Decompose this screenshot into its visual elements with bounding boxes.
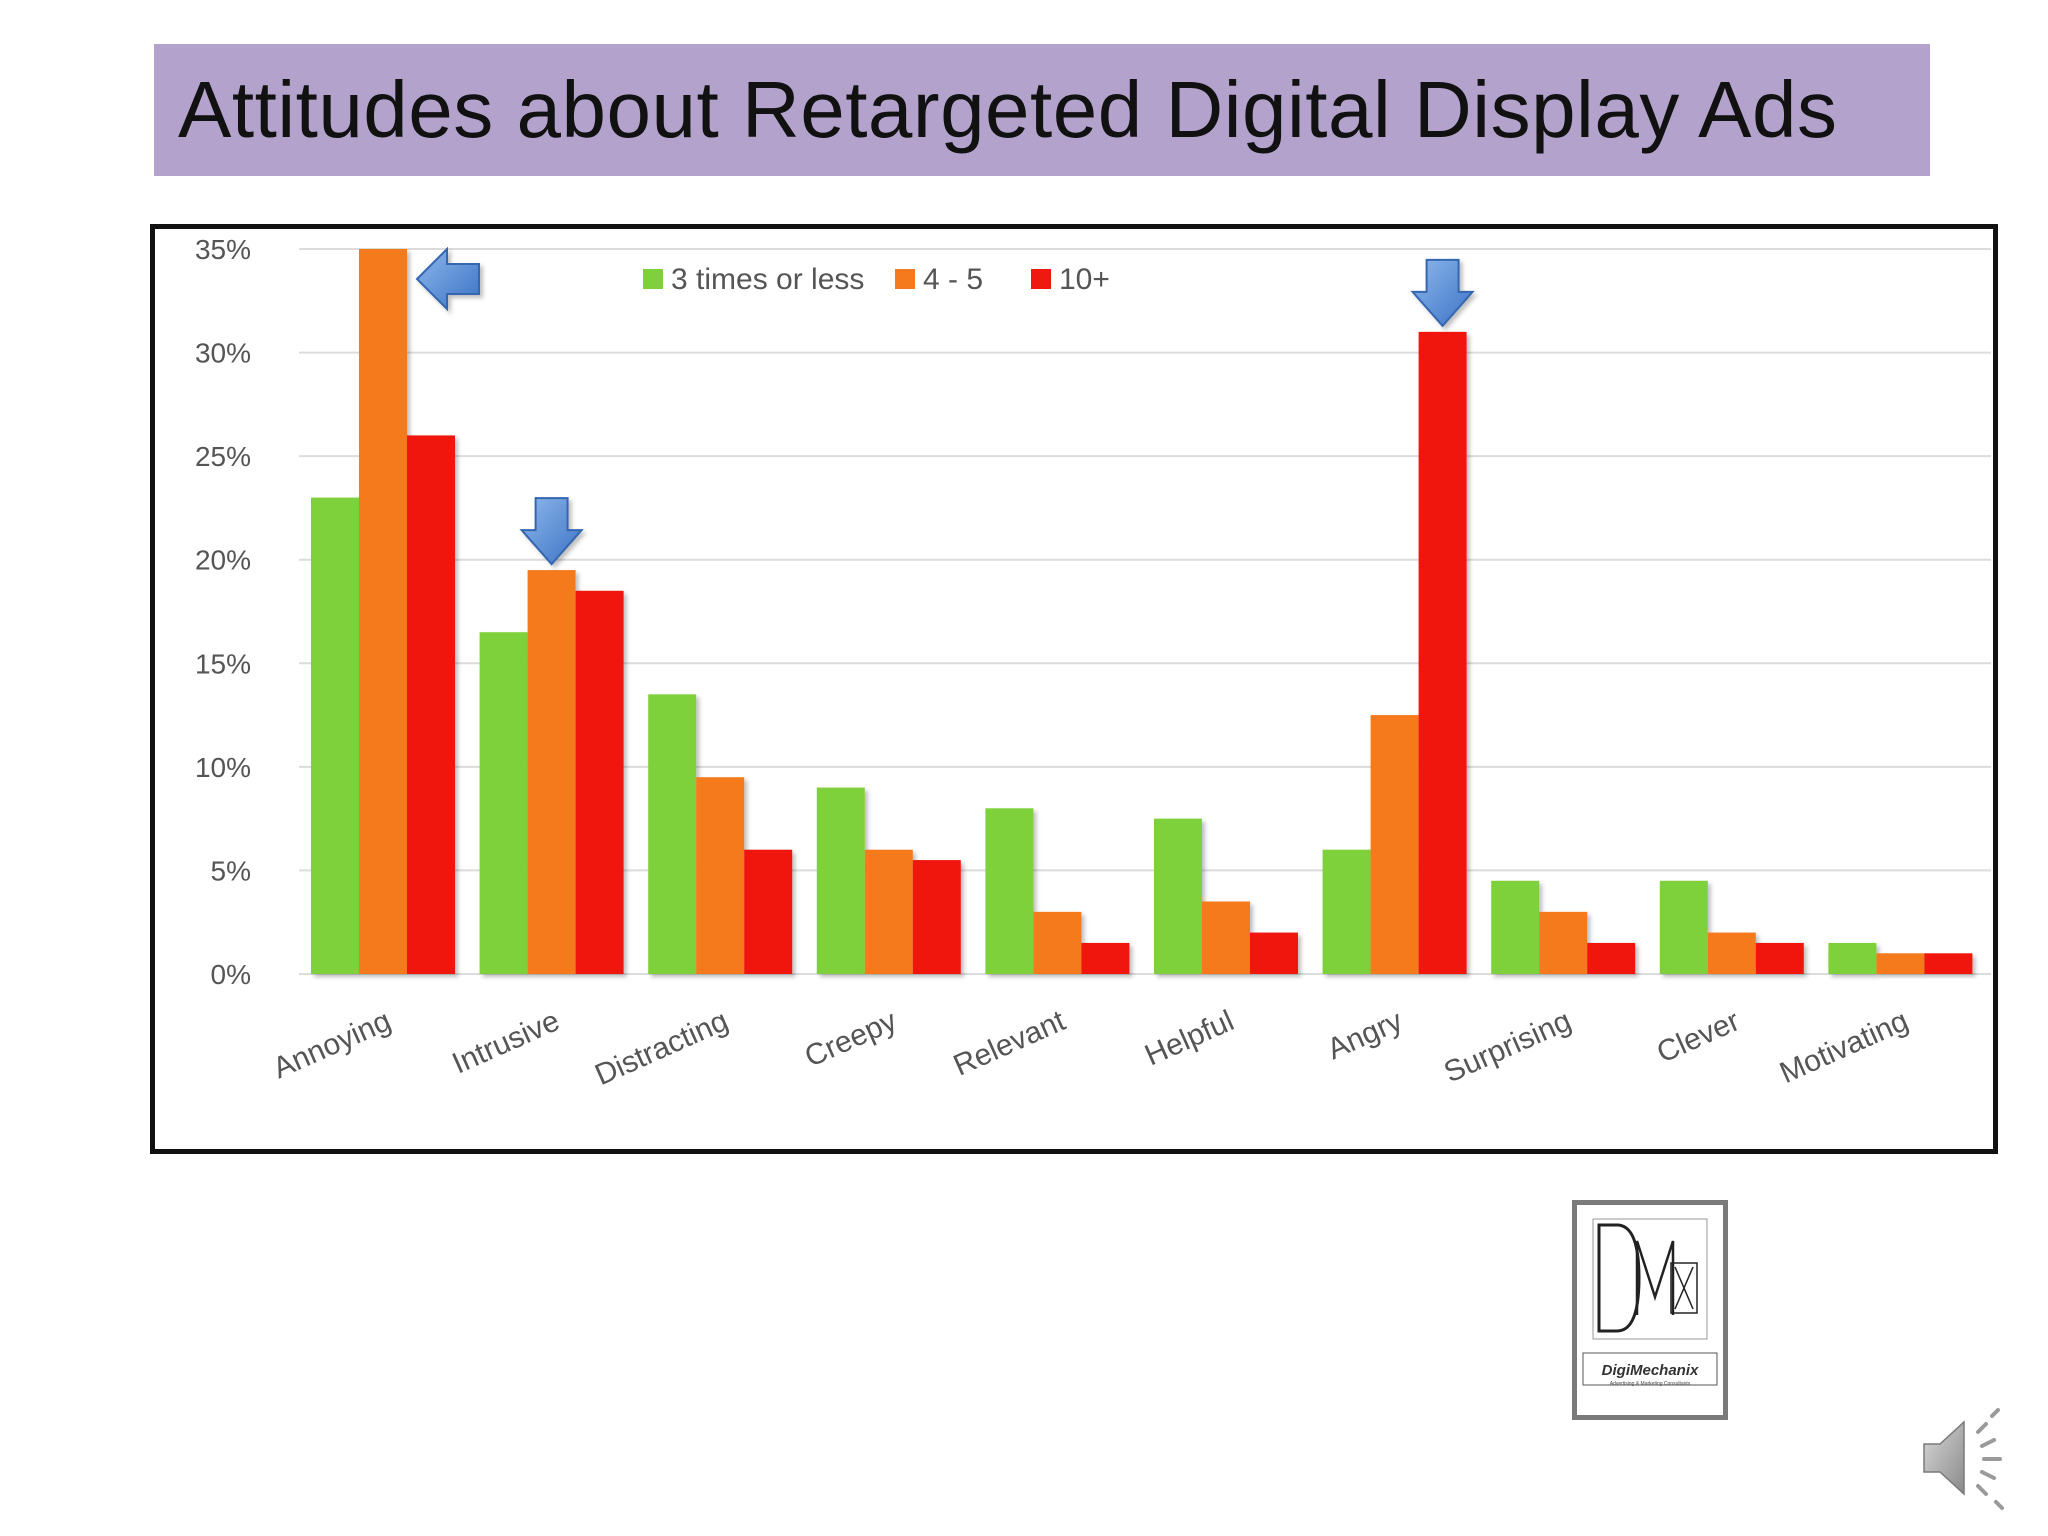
digimechanix-logo: DigiMechanix Advertising & Marketing Con… (1572, 1200, 1728, 1420)
x-tick-label: Motivating (1775, 1004, 1913, 1090)
bar-angry-series-1 (1322, 849, 1371, 974)
legend-label-series-2: 4 - 5 (923, 263, 983, 296)
x-tick-label: Creepy (800, 1004, 902, 1073)
legend-label-series-1: 3 times or less (671, 263, 864, 296)
bar-intrusive-series-1 (479, 632, 528, 974)
legend-swatch-series-1 (643, 269, 663, 289)
bar-relevant-series-1 (985, 808, 1034, 974)
x-tick-label: Annoying (268, 1004, 396, 1085)
y-axis-tick-labels: 0% 5% 10% 15% 20% 25% 30% 35% (195, 234, 251, 990)
bar-helpful-series-3 (1250, 932, 1298, 974)
arrow-down-annotation (519, 497, 584, 566)
dmx-monogram-logo (1592, 1218, 1708, 1340)
x-tick-label: Intrusive (447, 1004, 564, 1080)
y-tick-label: 35% (195, 234, 251, 265)
y-tick-label: 5% (211, 855, 251, 886)
logo-text: DigiMechanix (1602, 1362, 1699, 1379)
bar-helpful-series-2 (1202, 901, 1250, 974)
bar-clever-series-2 (1707, 932, 1756, 974)
bar-motivating-series-3 (1924, 953, 1973, 974)
bar-annoying-series-1 (311, 497, 359, 974)
bar-relevant-series-3 (1081, 942, 1130, 974)
x-tick-label: Clever (1652, 1004, 1745, 1069)
bar-surprising-series-2 (1539, 911, 1588, 974)
x-tick-label: Distracting (590, 1004, 733, 1092)
legend-label-series-3: 10+ (1059, 263, 1110, 296)
bar-distracting-series-2 (696, 777, 745, 974)
bar-annoying-series-2 (359, 249, 407, 974)
y-tick-label: 10% (195, 752, 251, 783)
bar-intrusive-series-3 (575, 590, 624, 974)
bar-motivating-series-1 (1828, 942, 1877, 974)
bar-relevant-series-2 (1033, 911, 1082, 974)
bar-chart: 0% 5% 10% 15% 20% 25% 30% 35% Annoying Intrusive… (195, 234, 1991, 1092)
bar-angry-series-3 (1418, 331, 1467, 974)
bars (311, 249, 1973, 974)
arrow-down-annotation (1410, 258, 1475, 328)
bar-clever-series-3 (1755, 942, 1804, 974)
arrow-left-annotation (415, 246, 480, 312)
bar-clever-series-1 (1659, 880, 1708, 974)
x-tick-label: Surprising (1439, 1004, 1576, 1089)
y-tick-label: 30% (195, 338, 251, 369)
x-tick-label: Relevant (949, 1004, 1071, 1083)
logo-subtext: Advertising & Marketing Consultants (1610, 1381, 1691, 1387)
bar-angry-series-2 (1370, 715, 1419, 974)
speaker-audio-icon[interactable] (1910, 1402, 2020, 1517)
legend: 3 times or less 4 - 5 10+ (643, 263, 1110, 296)
x-tick-label: Angry (1322, 1004, 1407, 1066)
bar-creepy-series-2 (864, 849, 913, 974)
bar-surprising-series-1 (1491, 880, 1540, 974)
annotation-arrows (415, 246, 1475, 566)
title-banner: Attitudes about Retargeted Digital Displ… (154, 44, 1930, 176)
legend-swatch-series-2 (895, 269, 915, 289)
bar-helpful-series-1 (1154, 818, 1202, 974)
y-tick-label: 0% (211, 959, 251, 990)
bar-creepy-series-1 (816, 787, 865, 974)
x-tick-label: Helpful (1140, 1004, 1239, 1072)
bar-distracting-series-1 (648, 694, 697, 974)
x-axis-category-labels: Annoying Intrusive Distracting Creepy Releva… (268, 1004, 1913, 1092)
y-tick-label: 15% (195, 648, 251, 679)
bar-surprising-series-3 (1587, 942, 1636, 974)
slide-title: Attitudes about Retargeted Digital Displ… (178, 65, 1838, 154)
chart-frame: 0% 5% 10% 15% 20% 25% 30% 35% Annoying Intrusive… (150, 224, 1998, 1154)
bar-motivating-series-2 (1876, 953, 1925, 974)
bar-distracting-series-3 (744, 849, 793, 974)
legend-swatch-series-3 (1031, 269, 1051, 289)
y-tick-label: 20% (195, 545, 251, 576)
bar-annoying-series-3 (407, 435, 455, 974)
bar-intrusive-series-2 (527, 570, 576, 974)
y-tick-label: 25% (195, 441, 251, 472)
bar-creepy-series-3 (912, 860, 961, 974)
